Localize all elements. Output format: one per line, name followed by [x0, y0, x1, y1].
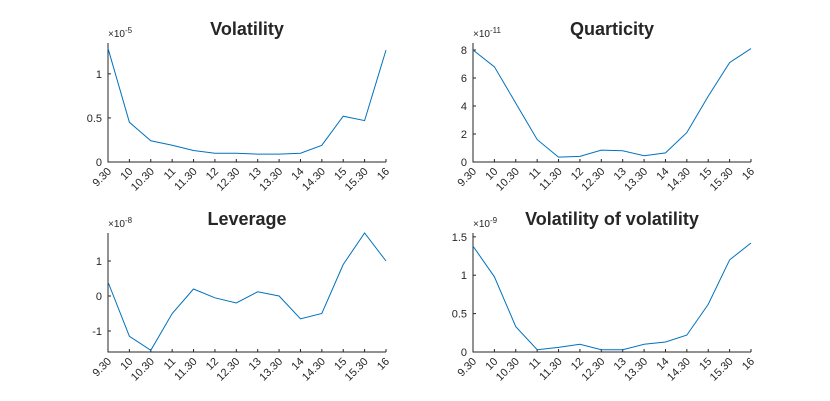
x-tick-label: 16: [375, 166, 392, 183]
x-tick-label: 12.30: [214, 356, 242, 384]
x-tick-label: 10.30: [129, 356, 157, 384]
multiplier-exponent: -11: [490, 26, 502, 35]
x-tick-label: 12.30: [214, 166, 242, 194]
x-tick-label: 9.30: [90, 166, 114, 190]
axis-multiplier: ×10-9: [473, 216, 498, 230]
axis-multiplier: ×10-8: [108, 216, 133, 230]
x-tick-label: 15.30: [343, 356, 371, 384]
x-tick-label: 15.30: [708, 166, 736, 194]
x-tick-label: 11.30: [537, 356, 564, 383]
x-tick-label: 14.30: [665, 166, 693, 194]
series-line: [107, 48, 387, 155]
y-tick-label: 6: [461, 73, 467, 85]
x-tick-label: 13.30: [622, 166, 650, 194]
x-tick-label: 9.30: [455, 356, 479, 380]
y-tick-label: 2: [461, 129, 467, 141]
x-tick-label: 11.30: [172, 166, 199, 193]
y-tick-label: 0: [96, 291, 102, 303]
y-tick-label: 0: [461, 347, 467, 359]
y-tick-label: 0.5: [87, 113, 102, 125]
multiplier-exponent: -9: [490, 216, 498, 225]
series-line: [472, 242, 752, 351]
chart-title: Volatility of volatility: [525, 209, 699, 229]
x-tick-label: 9.30: [455, 166, 479, 190]
x-tick-label: 15.30: [708, 356, 736, 384]
y-tick-label: 0: [96, 157, 102, 169]
axis-multiplier: ×10-5: [108, 26, 133, 40]
y-tick-label: 1: [96, 69, 102, 81]
x-tick-label: 16: [740, 356, 757, 373]
y-tick-label: 1: [461, 270, 467, 282]
y-tick-label: 1.5: [452, 232, 467, 244]
multiplier-base: ×10: [473, 29, 490, 40]
axis-lines: [472, 43, 751, 163]
x-tick-label: 16: [740, 166, 757, 183]
chart-title: Quarticity: [570, 19, 654, 39]
y-tick-label: 0.5: [452, 309, 467, 321]
chart-title: Volatility: [210, 19, 284, 39]
multiplier-base: ×10: [108, 29, 125, 40]
x-tick-label: 11.30: [537, 166, 564, 193]
x-tick-label: 13.30: [257, 166, 285, 194]
axis-lines: [107, 233, 386, 353]
x-tick-label: 12.30: [579, 356, 607, 384]
multiplier-exponent: -8: [125, 216, 133, 225]
series-line: [107, 232, 387, 352]
x-tick-label: 10.30: [129, 166, 157, 194]
axis-lines: [107, 43, 386, 163]
y-tick-label: -1: [92, 326, 102, 338]
x-tick-label: 10.30: [494, 356, 522, 384]
series-line: [472, 48, 752, 158]
x-tick-label: 14.30: [300, 166, 328, 194]
axis-multiplier: ×10-11: [473, 26, 501, 40]
multiplier-base: ×10: [108, 219, 125, 230]
x-tick-label: 15.30: [343, 166, 371, 194]
y-tick-label: 0: [461, 157, 467, 169]
x-tick-label: 11.30: [172, 356, 199, 383]
y-tick-label: 8: [461, 45, 467, 57]
x-tick-label: 16: [375, 356, 392, 373]
x-tick-label: 13.30: [622, 356, 650, 384]
multiplier-exponent: -5: [125, 26, 133, 35]
x-tick-label: 13.30: [257, 356, 285, 384]
x-tick-label: 14.30: [665, 356, 693, 384]
chart-title: Leverage: [207, 209, 286, 229]
y-tick-label: 1: [96, 256, 102, 268]
multiplier-base: ×10: [473, 219, 490, 230]
axis-lines: [472, 233, 751, 353]
x-tick-label: 12.30: [579, 166, 607, 194]
x-tick-label: 14.30: [300, 356, 328, 384]
x-tick-label: 9.30: [90, 356, 114, 380]
y-tick-label: 4: [461, 101, 467, 113]
x-tick-label: 10.30: [494, 166, 522, 194]
